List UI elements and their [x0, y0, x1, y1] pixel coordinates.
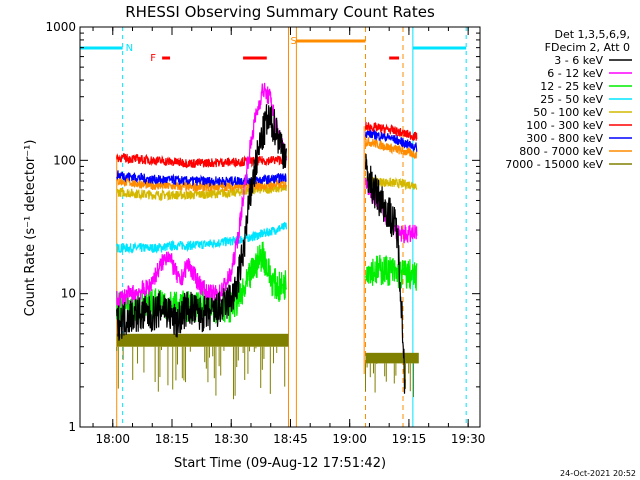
legend-header: Det 1,3,5,6,9,: [554, 28, 630, 41]
x-tick-label: 18:15: [155, 432, 190, 446]
y-tick-label: 1: [68, 420, 76, 434]
x-tick-label: 18:30: [214, 432, 249, 446]
x-tick-label: 19:15: [392, 432, 427, 446]
plot-layer: N F S: [80, 27, 467, 427]
series-line: [116, 221, 287, 255]
legend-entry-label: 300 - 800 keV: [526, 132, 603, 145]
y-tick-label: 10: [61, 287, 76, 301]
legend-entry-label: 3 - 6 keV: [554, 54, 603, 67]
axis-layer: 1 10 100 1000 18:00 18:15 18:30 18:45 19:00 19:15…: [45, 20, 485, 446]
legend: Det 1,3,5,6,9,FDecim 2, Att 03 - 6 keV6 …: [505, 28, 632, 171]
legend-entry-label: 800 - 7000 keV: [519, 145, 603, 158]
legend-entry-label: 7000 - 15000 keV: [505, 158, 603, 171]
plot-frame: [79, 26, 481, 428]
series-line: [116, 104, 406, 394]
footer-timestamp: 24-Oct-2021 20:52: [560, 469, 636, 478]
series-line: [116, 137, 418, 193]
x-axis-label: Start Time (09-Aug-12 17:51:42): [174, 456, 386, 471]
olive-band: [365, 352, 419, 364]
x-tick-label: 19:00: [332, 432, 367, 446]
y-axis-label: Count Rate (s⁻¹ detector⁻¹): [23, 140, 38, 317]
x-tick-label: 19:30: [451, 432, 486, 446]
x-tick-label: 18:00: [95, 432, 130, 446]
legend-entry-label: 6 - 12 keV: [547, 67, 603, 80]
legend-entry-label: 100 - 300 keV: [526, 119, 603, 132]
olive-band: [116, 333, 289, 347]
legend-entry-label: 25 - 50 keV: [540, 93, 603, 106]
legend-entry-label: 12 - 25 keV: [540, 80, 603, 93]
y-tick-label: 1000: [45, 20, 76, 34]
flag-label: N: [126, 43, 133, 54]
chart-title: RHESSI Observing Summary Count Rates: [125, 3, 435, 21]
flag-label: S: [290, 36, 296, 47]
series-line: [116, 128, 418, 188]
x-tick-label: 18:45: [273, 432, 308, 446]
y-tick-label: 100: [53, 153, 76, 167]
legend-header: FDecim 2, Att 0: [545, 41, 630, 54]
series-line: [116, 121, 418, 169]
legend-entry-label: 50 - 100 keV: [533, 106, 603, 119]
flag-label: F: [150, 53, 156, 64]
